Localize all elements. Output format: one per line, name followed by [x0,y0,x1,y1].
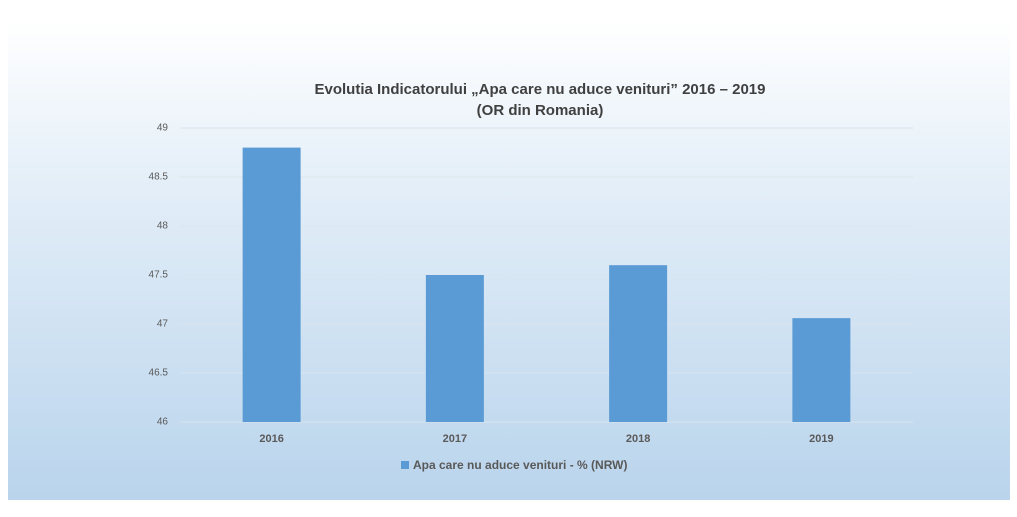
y-tick-label: 49 [157,123,169,134]
bar [609,265,668,422]
y-tick-label: 48 [157,221,169,232]
x-tick-label: 2018 [626,433,650,445]
y-tick-label: 46 [157,417,169,428]
chart-title: Evolutia Indicatorului „Apa care nu aduc… [315,81,766,98]
y-tick-label: 47.5 [149,270,169,281]
legend-swatch [401,461,409,469]
x-tick-label: 2016 [259,433,283,445]
bar [425,275,484,422]
legend-label: Apa care nu aduce venituri - % (NRW) [413,458,627,472]
x-tick-label: 2017 [443,433,467,445]
y-tick-label: 47 [157,319,169,330]
x-tick-label: 2019 [809,433,833,445]
y-tick-label: 46.5 [149,368,169,379]
bar [242,147,301,422]
y-tick-label: 48.5 [149,172,169,183]
chart-subtitle: (OR din Romania) [477,102,604,119]
bar [792,318,851,422]
